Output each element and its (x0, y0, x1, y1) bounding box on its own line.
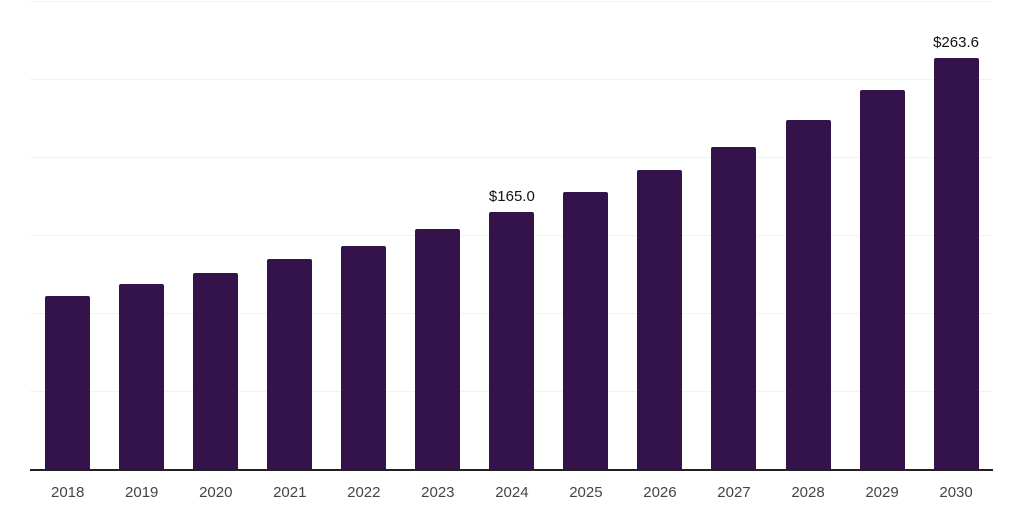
value-label-2024: $165.0 (488, 187, 535, 205)
bar-2019 (119, 284, 165, 469)
bar-2027 (711, 147, 757, 469)
gridline-250 (30, 79, 993, 80)
bar-2018 (45, 295, 91, 469)
x-tick-2025: 2025 (569, 484, 603, 501)
bar-2026 (637, 169, 683, 469)
gridline-200 (30, 157, 993, 158)
x-tick-2028: 2028 (791, 484, 825, 501)
gridline-300 (30, 1, 993, 2)
x-tick-2019: 2019 (125, 484, 159, 501)
x-tick-2022: 2022 (347, 484, 381, 501)
value-label-2030: $263.6 (933, 33, 979, 51)
x-tick-2018: 2018 (51, 484, 85, 501)
x-axis-line (30, 469, 993, 471)
bar-2020 (193, 273, 239, 469)
x-tick-2021: 2021 (273, 484, 307, 501)
bar-2023 (415, 228, 461, 469)
x-tick-2030: 2030 (939, 484, 973, 501)
bar-2025 (563, 191, 609, 469)
x-tick-2023: 2023 (421, 484, 455, 501)
x-tick-2026: 2026 (643, 484, 677, 501)
bar-2028 (785, 120, 831, 469)
x-tick-2027: 2027 (717, 484, 751, 501)
bar-2022 (341, 246, 387, 469)
bar-2030 (933, 57, 979, 469)
x-tick-2029: 2029 (865, 484, 899, 501)
x-tick-2024: 2024 (495, 484, 529, 501)
bar-2024 (489, 211, 535, 469)
bar-2029 (859, 90, 905, 469)
bar-2021 (267, 259, 313, 469)
x-tick-2020: 2020 (199, 484, 233, 501)
